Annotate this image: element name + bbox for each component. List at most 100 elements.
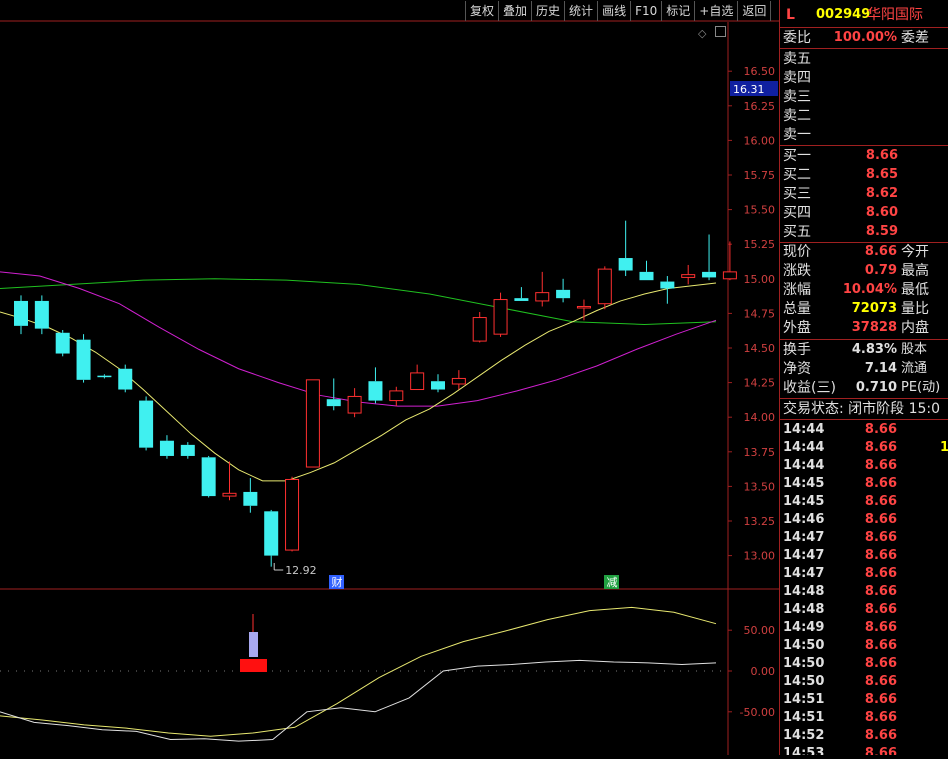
tick-price: 8.66 [864, 674, 897, 689]
event-mark-bg [604, 575, 619, 589]
stat-label: 外盘 [783, 320, 811, 336]
ma-line-green [0, 278, 717, 325]
candle[interactable] [722, 241, 737, 281]
candle[interactable] [431, 374, 445, 393]
candle[interactable] [493, 292, 508, 337]
candle[interactable] [97, 374, 112, 379]
tick-price: 8.66 [864, 566, 897, 581]
toolbar-button-5[interactable]: F10 [630, 1, 661, 21]
indicator-line-yellow [0, 606, 717, 737]
toolbar-button-0[interactable]: 复权 [465, 1, 498, 21]
candle-body-down [201, 457, 216, 497]
tick-row: 14:47 8.66 [780, 529, 948, 547]
candle[interactable] [55, 330, 70, 357]
window-square-icon[interactable] [715, 26, 726, 37]
diamond-icon[interactable]: ◇ [698, 27, 707, 40]
panel-divider [780, 48, 948, 49]
candle[interactable] [326, 378, 341, 411]
fundamental-label: 净资 [783, 361, 811, 377]
candle-body-down [55, 332, 70, 354]
candle[interactable] [556, 278, 571, 303]
stat-value: 72073 [851, 301, 897, 316]
candle[interactable] [34, 295, 49, 335]
toolbar-button-8[interactable]: 返回 [737, 1, 772, 21]
fundamental-value: 4.83% [851, 342, 897, 357]
tick-price: 8.66 [864, 458, 897, 473]
candle[interactable] [597, 266, 612, 310]
candle[interactable] [118, 364, 133, 393]
toolbar-button-6[interactable]: 标记 [661, 1, 694, 21]
candle[interactable] [243, 478, 258, 513]
tick-row: 14:52 8.66 [780, 727, 948, 745]
fundamental-row-2: 收益(三) 0.710 PE(动) [780, 379, 948, 397]
candle[interactable] [368, 367, 383, 404]
tick-time: 14:44 [783, 458, 825, 473]
candle[interactable] [139, 396, 154, 451]
tick-row: 14:50 8.66 [780, 637, 948, 655]
indicator-line-white [0, 659, 717, 742]
candle[interactable] [305, 379, 320, 468]
candle[interactable] [576, 299, 591, 321]
buy-level-label: 买三 [783, 186, 811, 202]
candle-body-down [639, 271, 654, 281]
candle-body-up [305, 379, 320, 468]
price-axis-label: 14.50 [744, 342, 776, 355]
candle[interactable] [451, 370, 466, 390]
stat-label: 总量 [783, 301, 811, 317]
candle[interactable] [285, 476, 300, 552]
tick-row: 14:46 8.66 [780, 511, 948, 529]
panel-divider [780, 419, 948, 420]
price-axis-label: 14.75 [744, 307, 776, 320]
candle[interactable] [14, 295, 28, 335]
tick-row: 14:44 8.66 [780, 421, 948, 439]
candle-body-down [34, 300, 49, 329]
tick-price: 8.66 [864, 494, 897, 509]
candle-body-down [660, 281, 675, 289]
candle[interactable] [702, 234, 717, 281]
candle[interactable] [472, 312, 487, 343]
buy-row-1: 买二 8.65 [780, 166, 948, 184]
buy-level-label: 买五 [783, 224, 811, 240]
tick-price: 8.66 [864, 440, 897, 455]
tick-time: 14:50 [783, 674, 825, 689]
candle[interactable] [159, 435, 174, 459]
candle[interactable] [681, 264, 696, 285]
candle[interactable] [639, 260, 654, 281]
tick-time: 14:45 [783, 494, 825, 509]
candle[interactable] [347, 388, 362, 418]
buy-level-price: 8.59 [865, 224, 898, 239]
candle[interactable] [618, 220, 633, 277]
candle[interactable] [410, 364, 425, 391]
tick-time: 14:44 [783, 440, 825, 455]
candlestick-chart[interactable]: 16.50 16.25 16.00 15.75 15.50 15.25 15.00 14.75… [0, 0, 779, 755]
candle[interactable] [201, 455, 216, 498]
panel-divider [780, 27, 948, 28]
price-axis-label: 16.25 [744, 100, 776, 113]
candle[interactable] [222, 461, 237, 501]
toolbar-button-7[interactable]: +自选 [694, 1, 737, 21]
tick-price: 8.66 [864, 530, 897, 545]
candle[interactable] [514, 287, 529, 301]
event-mark[interactable]: 财 [332, 575, 343, 589]
tick-time: 14:48 [783, 602, 825, 617]
kline-chart-area[interactable]: 16.50 16.25 16.00 15.75 15.50 15.25 15.00 14.75… [0, 0, 779, 755]
event-mark[interactable]: 减 [607, 576, 618, 589]
candle[interactable] [660, 276, 675, 304]
toolbar-button-2[interactable]: 历史 [531, 1, 564, 21]
candle[interactable] [389, 386, 404, 407]
price-axis-label: 15.75 [744, 169, 776, 182]
tick-time: 14:47 [783, 566, 825, 581]
toolbar-button-3[interactable]: 统计 [564, 1, 597, 21]
tick-price: 8.66 [864, 512, 897, 527]
tick-row: 14:53 8.66 [780, 745, 948, 755]
toolbar-button-1[interactable]: 叠加 [498, 1, 531, 21]
stat-right-label: 最低 [901, 282, 929, 298]
event-mark-bg [329, 575, 344, 589]
candle[interactable] [76, 334, 91, 383]
toolbar-button-4[interactable]: 画线 [597, 1, 630, 21]
candle[interactable] [535, 271, 550, 307]
candle[interactable] [264, 509, 279, 567]
price-axis-label: 16.00 [744, 134, 776, 147]
price-axis-label: 13.00 [744, 550, 776, 563]
candle[interactable] [180, 442, 195, 459]
